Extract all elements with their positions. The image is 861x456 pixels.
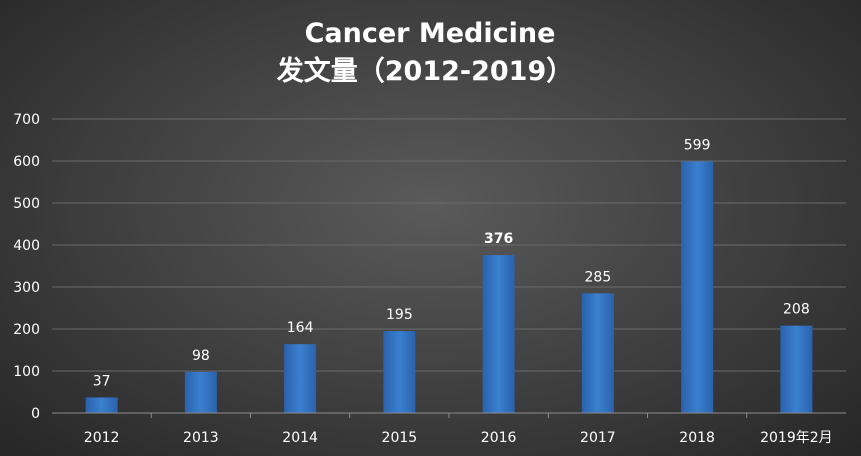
y-tick-label: 500 bbox=[13, 196, 40, 212]
y-tick-label: 100 bbox=[13, 364, 40, 380]
bar bbox=[780, 325, 813, 413]
x-tick-label: 2016 bbox=[481, 430, 517, 446]
y-tick-label: 300 bbox=[13, 280, 40, 296]
data-labels: 37 98 164 195 376 285 599 208 bbox=[93, 137, 810, 389]
bar bbox=[383, 331, 416, 413]
data-label: 37 bbox=[93, 373, 111, 389]
bar bbox=[284, 344, 317, 413]
x-tick-label: 2018 bbox=[679, 430, 715, 446]
x-tick-label: 2015 bbox=[382, 430, 418, 446]
y-tick-label: 400 bbox=[13, 238, 40, 254]
bar bbox=[482, 255, 515, 413]
bars bbox=[85, 161, 813, 413]
x-tick-label: 2019年2月 bbox=[760, 430, 833, 446]
x-tick-label: 2017 bbox=[580, 430, 616, 446]
data-label: 195 bbox=[386, 307, 413, 323]
bar bbox=[581, 293, 614, 413]
gridlines bbox=[52, 118, 846, 372]
chart-title: Cancer Medicine bbox=[305, 18, 556, 49]
x-tick-label: 2014 bbox=[282, 430, 318, 446]
y-tick-label: 600 bbox=[13, 154, 40, 170]
y-tick-label: 0 bbox=[31, 406, 40, 422]
data-label: 376 bbox=[484, 231, 513, 247]
data-label: 164 bbox=[287, 320, 314, 336]
bar bbox=[184, 371, 217, 413]
y-tick-label: 200 bbox=[13, 322, 40, 338]
y-tick-label: 700 bbox=[13, 112, 40, 128]
data-label: 208 bbox=[783, 302, 810, 318]
data-label: 285 bbox=[585, 269, 612, 285]
bar bbox=[85, 397, 118, 413]
x-axis-ticks: 2012 2013 2014 2015 2016 2017 2018 2019年2月 bbox=[84, 413, 833, 446]
data-label: 98 bbox=[192, 348, 210, 364]
data-label: 599 bbox=[684, 137, 711, 153]
x-tick-label: 2012 bbox=[84, 430, 120, 446]
bar bbox=[681, 161, 714, 413]
x-tick-label: 2013 bbox=[183, 430, 219, 446]
y-axis-ticks: 0 100 200 300 400 500 600 700 bbox=[13, 112, 40, 422]
chart-subtitle: 发文量（2012-2019） bbox=[276, 55, 574, 87]
